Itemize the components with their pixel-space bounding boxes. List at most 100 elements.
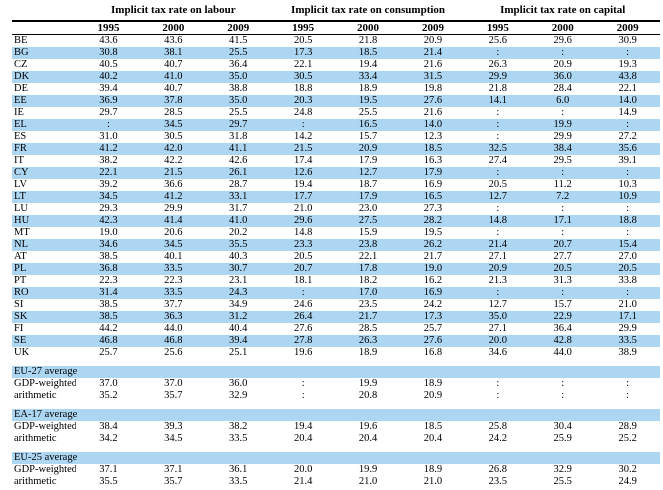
cell-value: 40.4 xyxy=(229,323,248,334)
cell-value: 7.2 xyxy=(556,191,570,202)
cell-value: 36.4 xyxy=(229,59,248,70)
cell-value: : xyxy=(496,227,500,238)
cell-value: 21.0 xyxy=(423,476,443,487)
cell-value: 42.2 xyxy=(164,155,183,166)
cell-value: 43.6 xyxy=(99,35,118,46)
table-row: CZ 40.5 40.7 36.4 22.1 19.4 21.6 26.3 20.9 19.3 xyxy=(12,59,660,71)
cell-value: 35.7 xyxy=(164,476,183,487)
cell-value: 34.5 xyxy=(164,433,183,444)
cell-value: 19.3 xyxy=(618,59,637,70)
table-row: SE 46.8 46.8 39.4 27.8 26.3 27.6 20.0 42.8 33.5 xyxy=(12,335,661,347)
cell-value: 35.6 xyxy=(618,143,637,154)
cell-value: 16.8 xyxy=(423,347,443,358)
section-header-row: EA-17 average xyxy=(12,409,661,421)
cell-value: 38.9 xyxy=(618,347,637,358)
cell-value: 27.6 xyxy=(423,95,443,106)
cell-value: 38.2 xyxy=(99,155,118,166)
cell-value: 30.2 xyxy=(618,464,637,475)
cell-value: : xyxy=(626,227,630,238)
cell-value: 33.8 xyxy=(618,275,637,286)
cell-value: : xyxy=(626,390,630,401)
cell-value: 19.5 xyxy=(423,227,443,238)
cell-value: 44.0 xyxy=(164,323,183,334)
cell-value: : xyxy=(561,167,565,178)
cell-value: 20.5 xyxy=(618,263,637,274)
cell-value: 36.0 xyxy=(229,378,248,389)
aggregate-row-label: arithmetic xyxy=(14,476,57,487)
cell-value: 22.3 xyxy=(99,275,118,286)
cell-value: 20.7 xyxy=(553,239,572,250)
cell-value: 17.9 xyxy=(358,191,378,202)
cell-value: 36.6 xyxy=(164,179,183,190)
spacer-cell xyxy=(12,445,660,452)
cell-value: 32.5 xyxy=(488,143,508,154)
cell-value: : xyxy=(626,287,630,298)
cell-value: 42.0 xyxy=(164,143,183,154)
cell-value: 38.4 xyxy=(553,143,572,154)
cell-value: 25.5 xyxy=(229,47,248,58)
table-row: arithmetic 34.2 34.5 33.5 20.4 20.4 20.4 24.2 25… xyxy=(12,433,660,445)
cell-value: 30.8 xyxy=(99,47,118,58)
table-row: arithmetic 35.5 35.7 33.5 21.4 21.0 21.0 23.5 25… xyxy=(12,476,660,488)
cell-value: 35.7 xyxy=(164,390,183,401)
corner-cell xyxy=(12,2,76,21)
aggregate-row-label: arithmetic xyxy=(14,433,57,444)
table-body: BE 43.6 43.6 41.5 20.5 21.8 20.9 25.6 29.6 30.9 BG… xyxy=(12,35,661,489)
cell-value: : xyxy=(561,378,565,389)
cell-value: : xyxy=(106,119,110,130)
cell-value: 29.7 xyxy=(99,107,118,118)
aggregate-row-label: GDP-weighted xyxy=(14,421,76,432)
year-header: 2009 xyxy=(227,22,250,34)
cell-value: 41.2 xyxy=(99,143,118,154)
cell-value: 22.1 xyxy=(358,251,378,262)
cell-value: 38.5 xyxy=(99,251,118,262)
cell-value: : xyxy=(301,378,305,389)
cell-value: 32.9 xyxy=(229,390,248,401)
cell-value: 39.1 xyxy=(618,155,637,166)
cell-value: 22.1 xyxy=(293,59,313,70)
cell-value: 19.9 xyxy=(553,119,572,130)
cell-value: 15.4 xyxy=(618,239,637,250)
country-code-label: CY xyxy=(14,167,29,178)
cell-value: 37.0 xyxy=(164,378,183,389)
cell-value: 24.3 xyxy=(229,287,248,298)
cell-value: 28.9 xyxy=(618,421,637,432)
cell-value: 21.4 xyxy=(423,47,443,58)
cell-value: 12.6 xyxy=(293,167,313,178)
country-code-label: PL xyxy=(14,263,27,274)
cell-value: 24.6 xyxy=(293,299,313,310)
cell-value: 14.8 xyxy=(488,215,508,226)
cell-value: 18.7 xyxy=(358,179,378,190)
year-header: 2009 xyxy=(616,22,639,34)
cell-value: 34.9 xyxy=(229,299,248,310)
cell-value: 21.6 xyxy=(423,107,443,118)
country-code-label: FI xyxy=(14,323,24,334)
cell-value: : xyxy=(496,378,500,389)
table-row: NL 34.6 34.5 35.5 23.3 23.8 26.2 21.4 20.7 15.4 xyxy=(12,239,661,251)
cell-value: 25.9 xyxy=(553,433,572,444)
cell-value: 29.6 xyxy=(553,35,572,46)
cell-value: 35.0 xyxy=(229,95,248,106)
country-code-label: SE xyxy=(14,335,27,346)
table-row: MT 19.0 20.6 20.2 14.8 15.9 19.5::: xyxy=(12,227,660,239)
cell-value: 39.3 xyxy=(164,421,183,432)
table-row: HU 42.3 41.4 41.0 29.6 27.5 28.2 14.8 17.1 18.8 xyxy=(12,215,661,227)
cell-value: 27.7 xyxy=(553,251,572,262)
section-spacer xyxy=(12,359,660,366)
cell-value: 22.1 xyxy=(99,167,118,178)
cell-value: 36.8 xyxy=(99,263,118,274)
cell-value: 23.3 xyxy=(293,239,313,250)
cell-value: 14.8 xyxy=(293,227,313,238)
cell-value: 28.2 xyxy=(423,215,443,226)
cell-value: 36.9 xyxy=(99,95,118,106)
cell-value: 36.4 xyxy=(553,323,572,334)
cell-value: 37.8 xyxy=(164,95,183,106)
cell-value: 20.5 xyxy=(293,251,313,262)
country-code-label: SK xyxy=(14,311,28,322)
cell-value: 43.8 xyxy=(618,71,637,82)
cell-value: 20.5 xyxy=(293,35,313,46)
cell-value: 20.4 xyxy=(423,433,443,444)
section-spacer xyxy=(12,402,660,409)
cell-value: 29.9 xyxy=(488,71,508,82)
cell-value: 10.9 xyxy=(618,191,637,202)
